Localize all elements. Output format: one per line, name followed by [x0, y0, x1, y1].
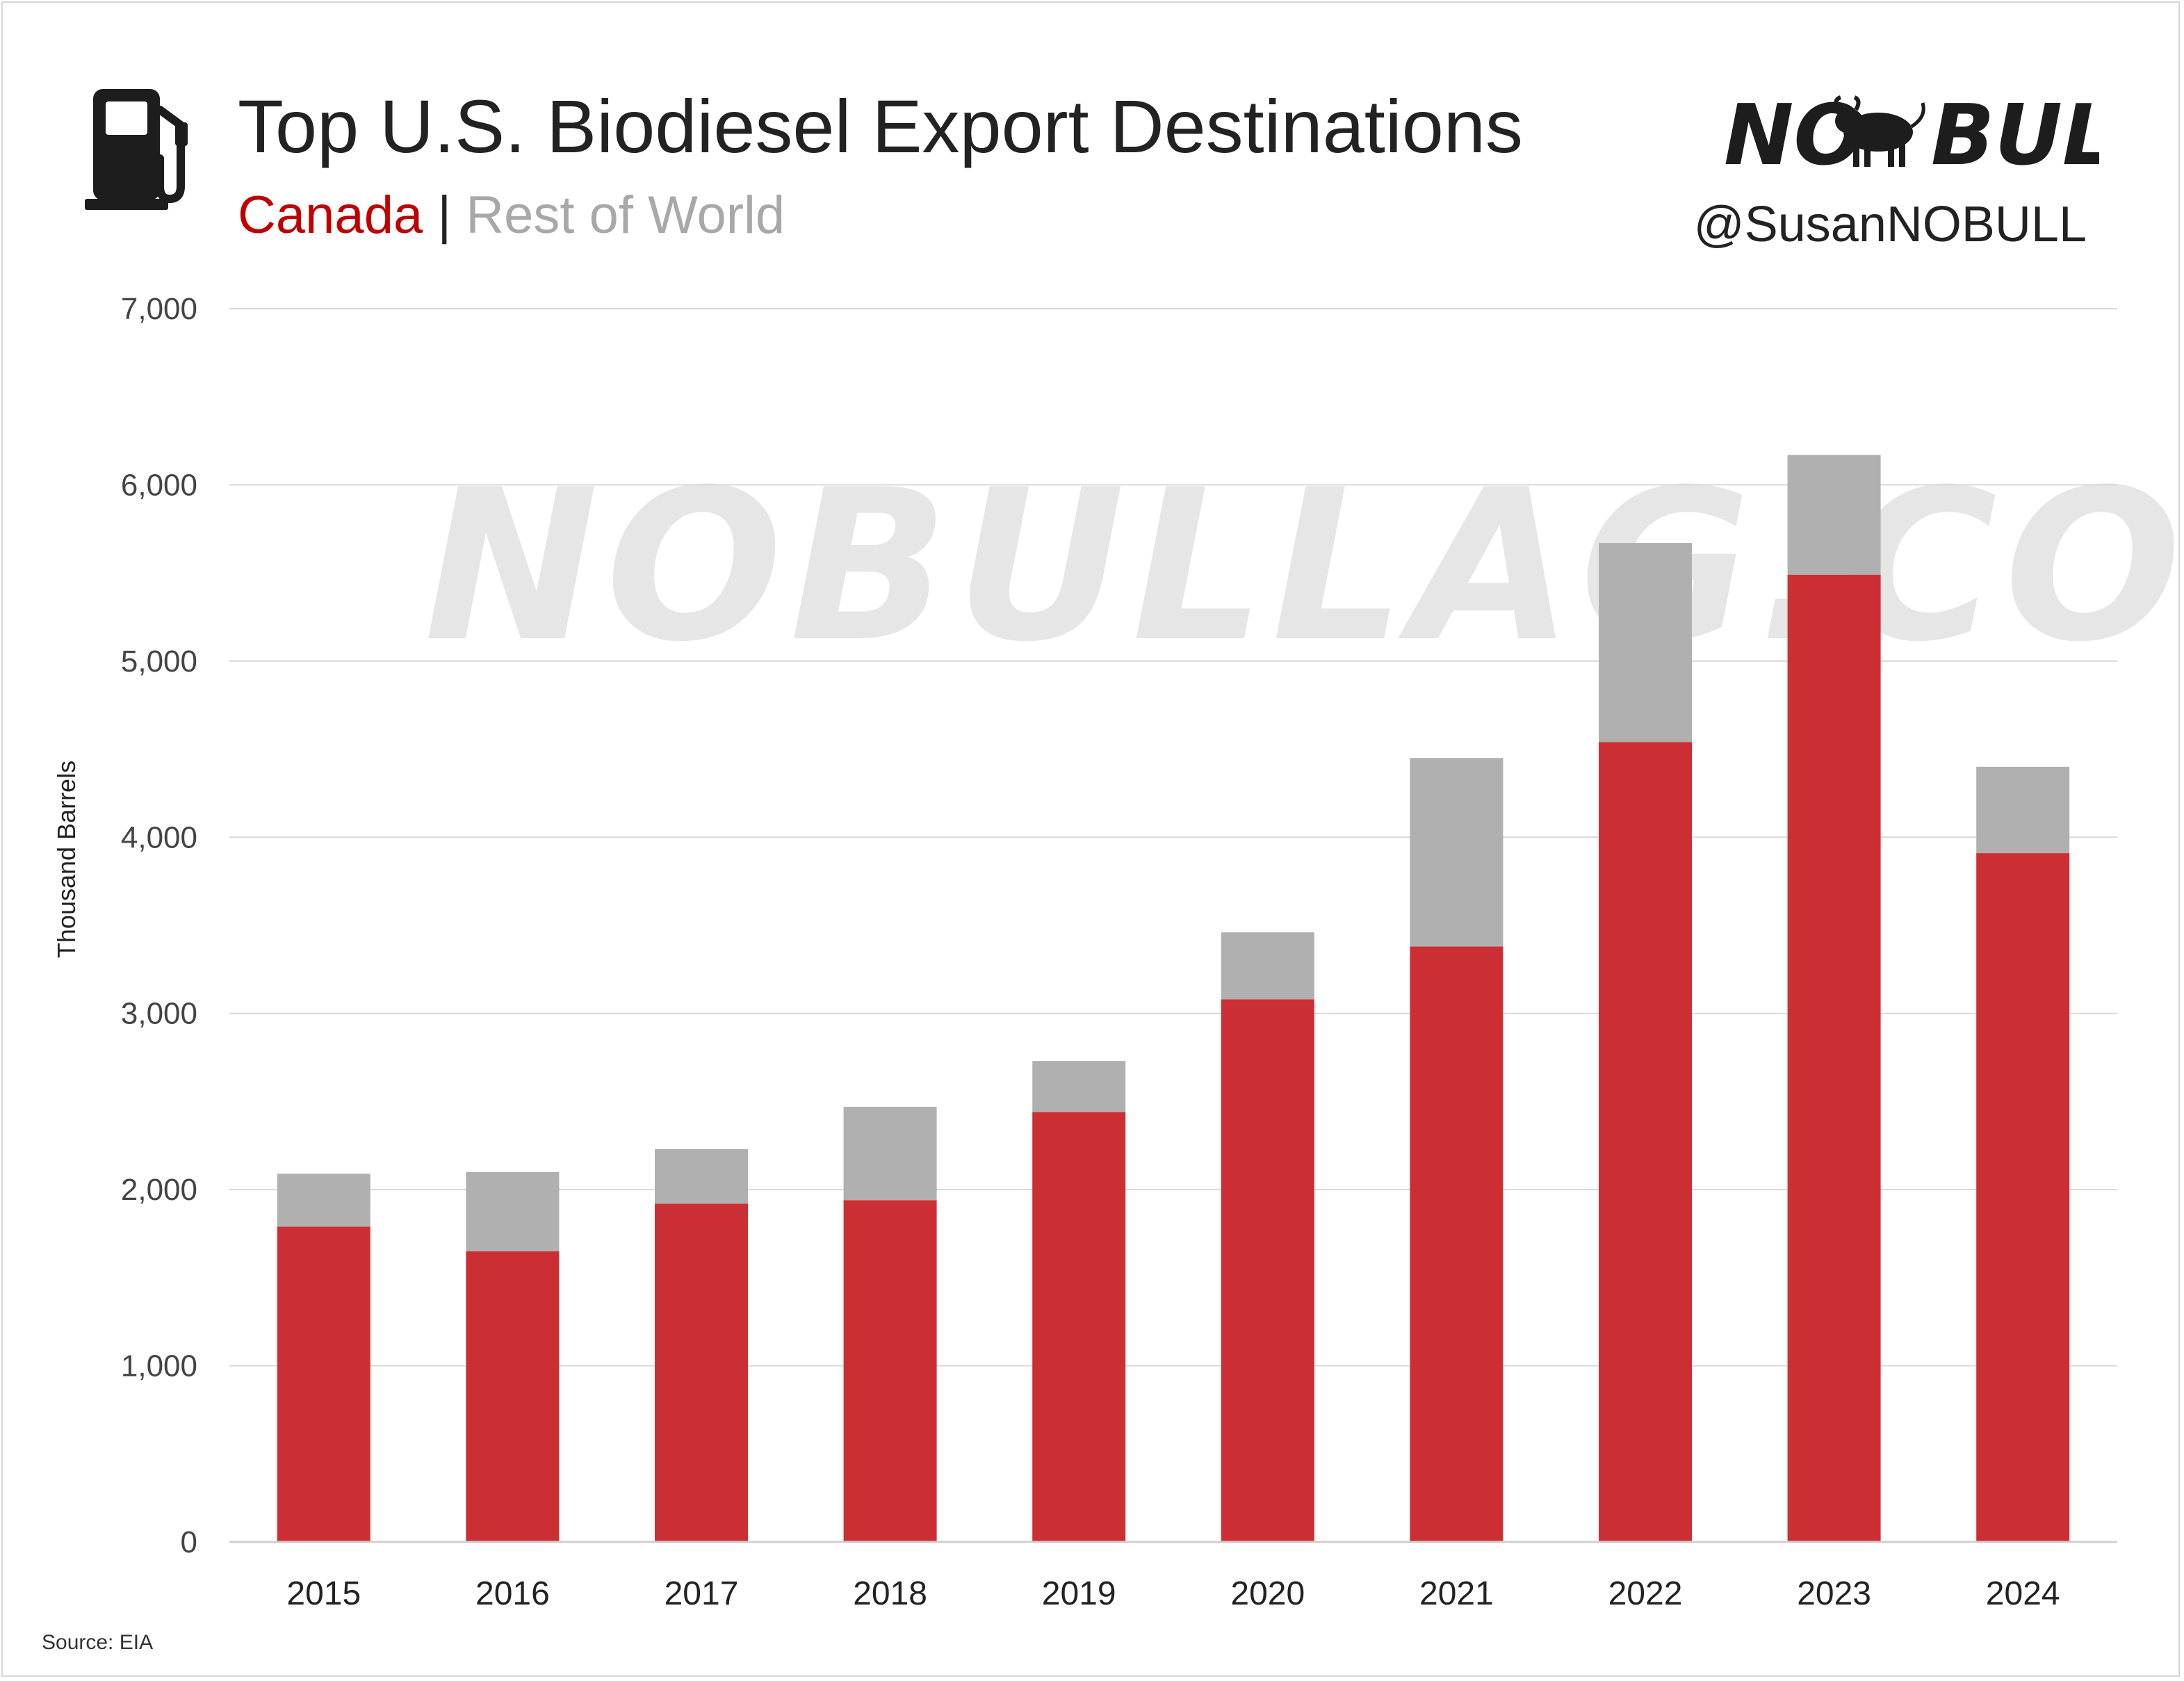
y-tick-label: 3,000: [121, 997, 197, 1031]
bar-canada-2022: [1599, 742, 1692, 1542]
legend-separator: |: [437, 186, 452, 245]
bar-canada-2021: [1410, 946, 1503, 1542]
y-tick-label: 1,000: [121, 1349, 197, 1383]
bar-canada-2019: [1032, 1112, 1126, 1542]
y-tick-label: 4,000: [121, 820, 197, 854]
x-tick-label: 2022: [1608, 1575, 1683, 1612]
bar-rest-of-world-2016: [466, 1171, 560, 1251]
bar-canada-2017: [655, 1203, 748, 1542]
y-tick-label: 2,000: [121, 1173, 197, 1207]
logo-text-left: NO: [1724, 88, 1864, 179]
x-tick-label: 2018: [853, 1575, 927, 1612]
chart-subtitle-legend: Canada | Rest of World: [238, 189, 785, 242]
x-tick-label: 2015: [286, 1575, 361, 1612]
bar-rest-of-world-2022: [1599, 543, 1692, 742]
bar-rest-of-world-2020: [1221, 932, 1314, 1000]
bar-canada-2016: [466, 1251, 560, 1542]
x-tick-label: 2021: [1419, 1575, 1494, 1612]
x-axis-ticks: 2015 2016 2017 2018 2019 2020 2021 2022 2023 2024: [286, 1575, 2060, 1612]
nobull-logo: NO BULL: [1724, 88, 2099, 179]
source-note: Source: EIA: [42, 1631, 154, 1654]
legend-rest-of-world: Rest of World: [466, 186, 785, 245]
bar-rest-of-world-2017: [655, 1148, 748, 1204]
bar-rest-of-world-2021: [1410, 758, 1503, 947]
logo-text-right: BULL: [1931, 88, 2099, 179]
y-axis-label: Thousand Barrels: [52, 761, 81, 958]
bull-icon: [1834, 95, 1925, 167]
x-tick-label: 2017: [665, 1575, 739, 1612]
bar-rest-of-world-2023: [1787, 455, 1881, 575]
y-axis-ticks: 0 1,000 2,000 3,000 4,000 5,000 6,000 7,000: [121, 292, 197, 1559]
x-tick-label: 2020: [1230, 1575, 1305, 1612]
x-tick-label: 2016: [475, 1575, 550, 1612]
bars: [229, 455, 2117, 1543]
x-tick-label: 2019: [1042, 1575, 1116, 1612]
fuel-pump-icon: [85, 89, 188, 210]
bar-rest-of-world-2015: [277, 1174, 370, 1227]
y-tick-label: 6,000: [121, 468, 197, 502]
bar-canada-2018: [843, 1200, 937, 1542]
bar-rest-of-world-2018: [843, 1107, 937, 1201]
bar-canada-2024: [1976, 853, 2070, 1542]
bar-canada-2015: [277, 1226, 370, 1542]
bar-rest-of-world-2024: [1976, 766, 2070, 854]
bar-rest-of-world-2019: [1032, 1061, 1126, 1112]
y-tick-label: 7,000: [121, 292, 197, 326]
x-tick-label: 2024: [1986, 1575, 2060, 1612]
y-tick-label: 5,000: [121, 644, 197, 679]
twitter-handle: @SusanNOBULL: [1693, 197, 2087, 252]
chart-title: Top U.S. Biodiesel Export Destinations: [238, 84, 1523, 168]
legend-canada: Canada: [238, 186, 423, 245]
bar-canada-2023: [1787, 574, 1881, 1542]
bar-canada-2020: [1221, 999, 1314, 1542]
x-tick-label: 2023: [1797, 1575, 1871, 1612]
y-tick-label: 0: [181, 1525, 197, 1559]
